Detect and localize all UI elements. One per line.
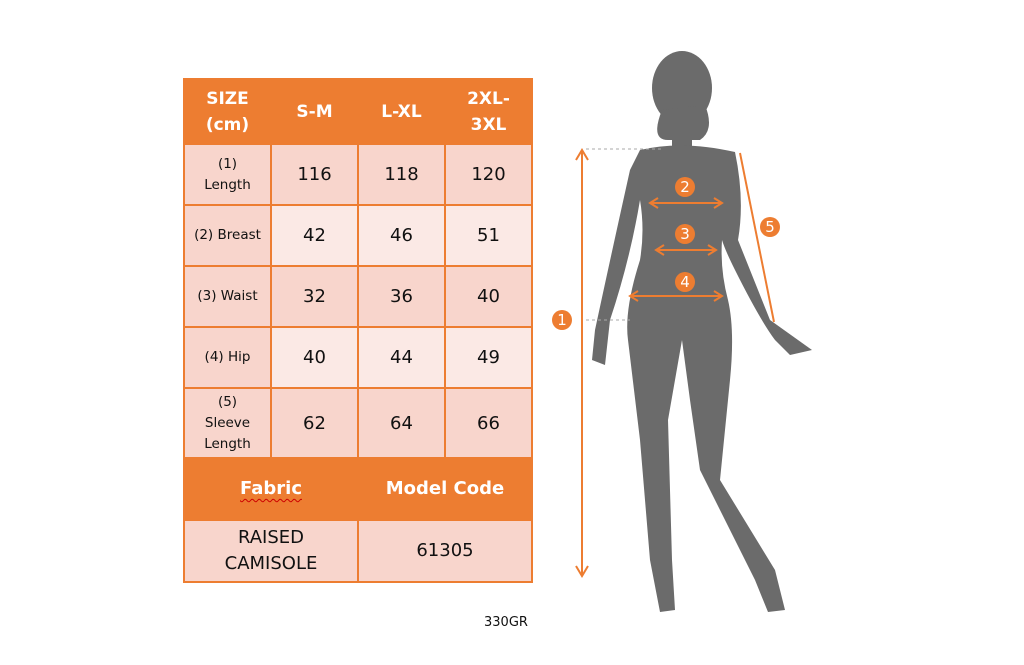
header-2xl-3xl: 2XL- 3XL: [444, 78, 533, 145]
table-row: (2) Breast 42 46 51: [183, 204, 533, 267]
weight-note: 330GR: [484, 615, 528, 630]
measurement-markers: 1 2 3 4 5: [552, 177, 780, 330]
table-row: (4) Hip 40 44 49: [183, 326, 533, 389]
size-chart-table: SIZE (cm) S-M L-XL 2XL- 3XL (1) Length 1…: [183, 78, 533, 583]
cell: 44: [357, 326, 446, 389]
cell: 64: [357, 387, 446, 459]
cell: 51: [444, 204, 533, 267]
cell: 36: [357, 265, 446, 328]
header-s-m: S-M: [270, 78, 359, 145]
cell: 46: [357, 204, 446, 267]
cell: 32: [270, 265, 359, 328]
marker-2: 2: [675, 177, 695, 197]
svg-text:1: 1: [557, 311, 567, 329]
marker-5: 5: [760, 217, 780, 237]
footer-header-row: Fabric Model Code: [183, 457, 533, 521]
footer-value-row: RAISED CAMISOLE 61305: [183, 519, 533, 583]
measurement-lines: [575, 148, 775, 578]
cell: 120: [444, 143, 533, 206]
svg-text:4: 4: [680, 273, 690, 291]
row-label: (4) Hip: [183, 326, 272, 389]
fabric-header: Fabric: [183, 457, 359, 521]
marker-1: 1: [552, 310, 572, 330]
model-code-header: Model Code: [357, 457, 533, 521]
cell: 49: [444, 326, 533, 389]
row-label: (3) Waist: [183, 265, 272, 328]
table-row: (5) Sleeve Length 62 64 66: [183, 387, 533, 459]
header-l-xl: L-XL: [357, 78, 446, 145]
cell: 62: [270, 387, 359, 459]
cell: 40: [270, 326, 359, 389]
model-code-value: 61305: [357, 519, 533, 583]
table-row: (3) Waist 32 36 40: [183, 265, 533, 328]
cell: 118: [357, 143, 446, 206]
cell: 66: [444, 387, 533, 459]
row-label: (1) Length: [183, 143, 272, 206]
svg-text:2: 2: [680, 178, 690, 196]
svg-text:3: 3: [680, 225, 690, 243]
silhouette-icon: [592, 51, 812, 613]
marker-3: 3: [675, 224, 695, 244]
row-label: (2) Breast: [183, 204, 272, 267]
cell: 42: [270, 204, 359, 267]
svg-text:5: 5: [765, 218, 775, 236]
body-silhouette-figure: 1 2 3 4 5: [552, 51, 812, 613]
marker-4: 4: [675, 272, 695, 292]
fabric-value: RAISED CAMISOLE: [183, 519, 359, 583]
table-row: (1) Length 116 118 120: [183, 143, 533, 206]
header-size: SIZE (cm): [183, 78, 272, 145]
cell: 40: [444, 265, 533, 328]
row-label: (5) Sleeve Length: [183, 387, 272, 459]
cell: 116: [270, 143, 359, 206]
